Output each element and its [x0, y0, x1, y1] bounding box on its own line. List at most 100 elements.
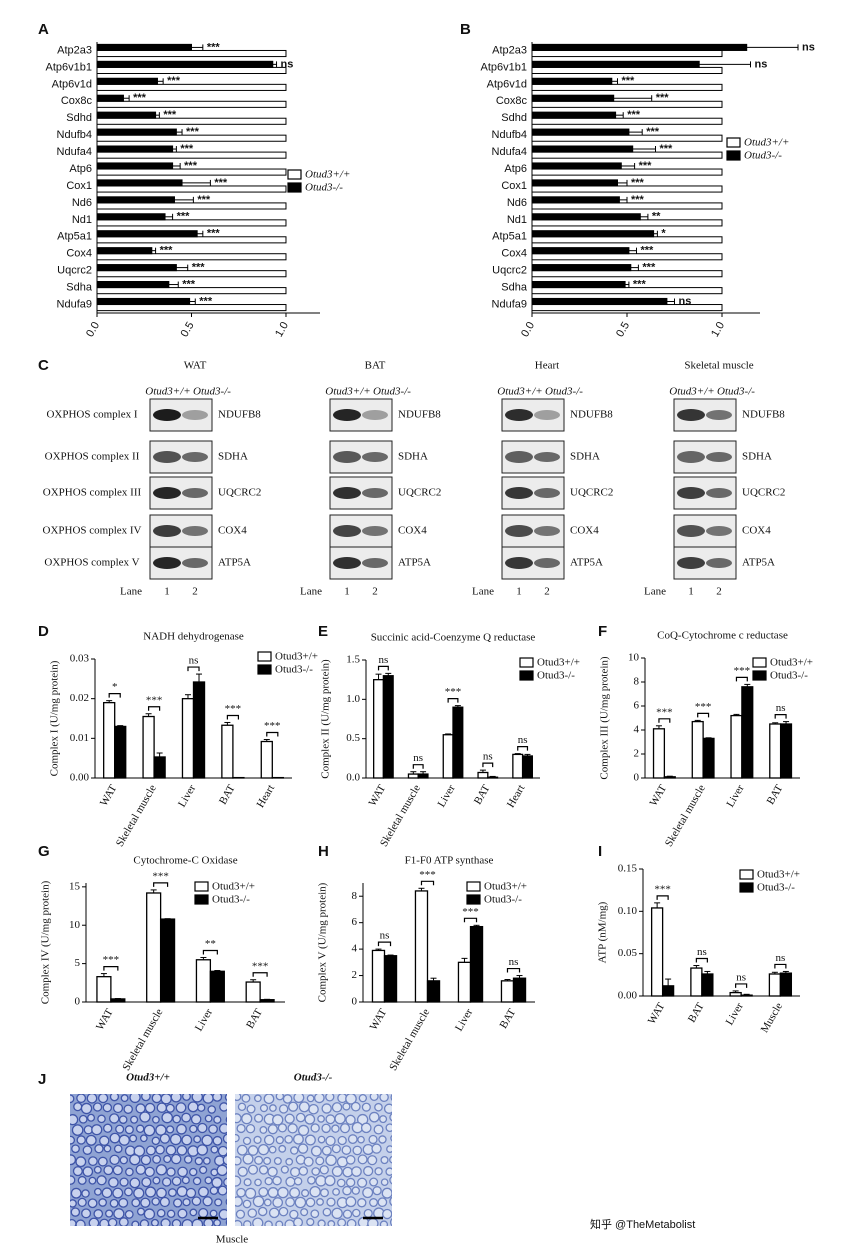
blot-band — [333, 451, 361, 463]
cell — [289, 1209, 299, 1220]
legend-label: Otud3-/- — [212, 894, 250, 906]
legend-label: Otud3+/+ — [275, 651, 318, 663]
genotype-label: Otud3+/+ — [669, 386, 714, 398]
blot-band — [677, 525, 705, 537]
category-label: Ndufa4 — [57, 146, 92, 158]
cell — [119, 1155, 129, 1165]
protein-label: UQCRC2 — [218, 487, 261, 499]
significance-label: * — [661, 228, 666, 240]
cell — [219, 1102, 227, 1112]
legend-label: Otud3+/+ — [757, 869, 800, 881]
cell — [70, 1207, 81, 1217]
cell — [242, 1153, 254, 1165]
bar — [96, 151, 287, 159]
bar — [153, 756, 166, 779]
bar — [531, 247, 630, 255]
cell — [295, 1112, 306, 1123]
cell — [155, 1164, 168, 1176]
legend-label: Otud3+/+ — [484, 881, 527, 893]
category-label: Cox1 — [501, 180, 527, 192]
cell — [209, 1209, 218, 1218]
cell — [382, 1208, 392, 1220]
cell — [379, 1220, 389, 1226]
panel-letter: G — [38, 843, 50, 860]
significance-bracket — [656, 895, 669, 900]
cell — [189, 1208, 198, 1217]
significance-label: *** — [639, 160, 653, 172]
cell — [144, 1166, 155, 1178]
bar — [531, 134, 723, 142]
cell — [103, 1144, 112, 1153]
bar — [741, 686, 754, 779]
significance-label: ** — [205, 938, 216, 950]
cell — [389, 1175, 392, 1185]
cell — [88, 1176, 97, 1185]
cell — [76, 1094, 87, 1104]
bar — [259, 999, 275, 1003]
cell — [151, 1094, 162, 1104]
cell — [129, 1094, 141, 1104]
cell — [380, 1155, 389, 1165]
cell — [109, 1132, 121, 1144]
cell — [201, 1134, 213, 1147]
bar — [702, 737, 715, 779]
bar — [96, 287, 287, 295]
cell — [176, 1123, 187, 1135]
y-tick-label: 0.05 — [618, 947, 638, 959]
significance-label: *** — [631, 194, 645, 206]
blot-band — [505, 409, 533, 421]
cell — [202, 1094, 214, 1104]
cell — [331, 1144, 341, 1154]
y-tick-label: 2 — [352, 969, 358, 981]
significance-label: *** — [186, 126, 200, 138]
cell — [189, 1124, 198, 1134]
lane-number: 2 — [372, 586, 378, 598]
x-tick-label: Muscle — [759, 1001, 786, 1035]
cell — [337, 1218, 347, 1226]
y-axis-label: Complex II (U/mg protein) — [320, 659, 332, 779]
blot-band — [505, 487, 533, 499]
cell — [254, 1178, 262, 1187]
bar — [103, 701, 116, 779]
cell — [297, 1124, 310, 1137]
category-label: Atp2a3 — [492, 44, 527, 56]
y-tick-label: 0.00 — [70, 772, 90, 784]
genotype-label: Otud3-/- — [717, 386, 755, 398]
cell — [347, 1134, 358, 1145]
cell — [151, 1136, 161, 1146]
category-label: Sdhd — [66, 112, 92, 124]
tissue-label: Heart — [535, 360, 559, 372]
blot-band — [182, 452, 208, 462]
cell — [252, 1217, 264, 1226]
category-label: Atp2a3 — [57, 44, 92, 56]
cell — [390, 1094, 392, 1101]
cell — [247, 1164, 259, 1175]
cell — [188, 1167, 198, 1177]
cell — [285, 1197, 296, 1208]
chart-title: CoQ-Cytochrome c reductase — [657, 630, 788, 642]
significance-bracket — [517, 746, 529, 751]
y-tick-label: 15 — [69, 880, 81, 892]
bar — [779, 723, 793, 779]
cell — [71, 1144, 80, 1154]
significance-label: ns — [281, 58, 294, 70]
cell — [141, 1094, 151, 1102]
cell — [135, 1164, 146, 1175]
cell — [170, 1153, 182, 1165]
x-tick-label: WAT — [368, 1007, 390, 1033]
cell — [282, 1094, 293, 1104]
cell — [293, 1217, 304, 1226]
cell — [166, 1167, 176, 1177]
cell — [284, 1219, 295, 1226]
x-tick-label: Skeletal muscle — [120, 1007, 165, 1073]
x-tick-label: WAT — [647, 783, 669, 809]
y-tick-label: 10 — [628, 652, 640, 664]
cell — [165, 1125, 175, 1134]
category-label: Nd1 — [507, 214, 527, 226]
cell — [288, 1101, 299, 1112]
panel-letter: I — [598, 843, 602, 860]
cell — [175, 1102, 187, 1114]
cell — [113, 1144, 123, 1154]
category-label: Ndufb4 — [492, 129, 527, 141]
blot-band — [362, 410, 388, 420]
